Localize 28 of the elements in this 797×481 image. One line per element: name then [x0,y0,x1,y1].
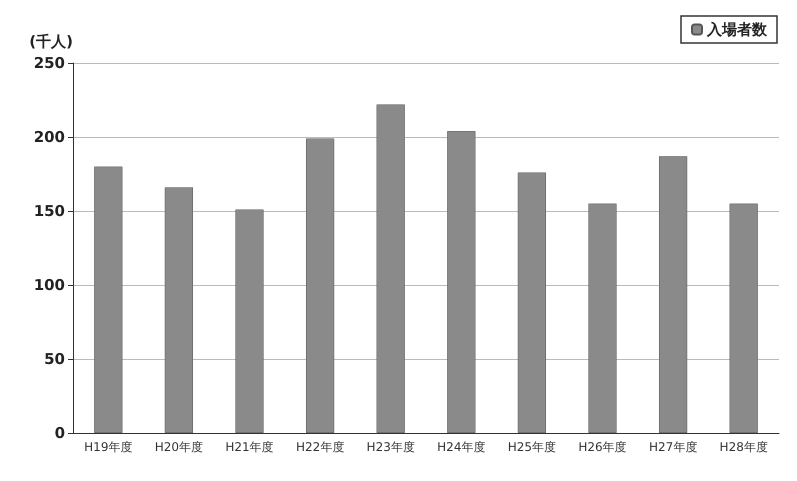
y-tick-label: 50 [44,350,65,368]
x-tick-label: H21年度 [225,440,274,454]
bar [94,166,122,433]
x-tick-label: H19年度 [84,440,132,454]
bar [518,172,546,433]
y-axis-title: (千人) [29,32,73,50]
y-tick-label: 150 [34,202,65,220]
bar [376,104,405,433]
x-tick-label: H24年度 [437,440,486,454]
bar [235,210,264,433]
bar [306,138,334,433]
y-tick-label: 200 [34,128,65,146]
legend-label: 入場者数 [706,20,768,38]
bar [164,187,194,433]
x-tick-label: H25年度 [508,440,556,454]
y-tick-label: 100 [34,276,65,294]
bar [658,156,688,433]
x-tick-label: H26年度 [578,440,627,454]
x-tick-label: H20年度 [154,440,204,454]
x-tick-label: H28年度 [720,440,768,454]
x-tick-label: H23年度 [366,440,415,454]
y-tick-label: 0 [54,424,65,442]
y-tick-label: 250 [34,54,65,72]
x-tick-label: H22年度 [296,440,344,454]
bar [588,204,617,433]
bar [447,131,476,433]
x-tick-label: H27年度 [648,440,698,454]
bar [730,204,758,433]
